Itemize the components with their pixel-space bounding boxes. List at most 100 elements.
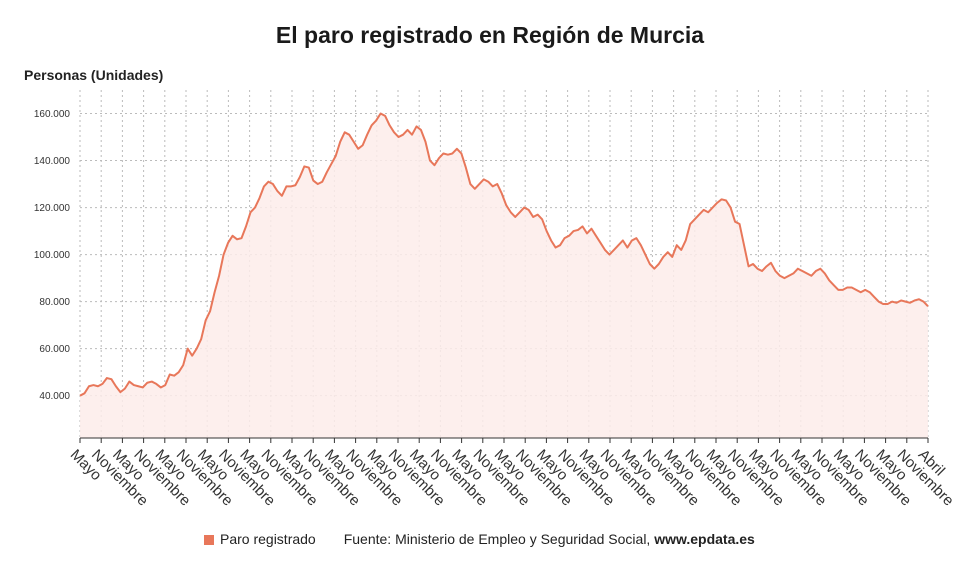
y-tick-label: 80.000: [39, 297, 70, 308]
data-point: [909, 302, 911, 304]
data-point: [873, 296, 875, 298]
data-point: [505, 204, 507, 206]
data-point: [254, 207, 256, 209]
data-point: [420, 129, 422, 131]
data-point: [232, 235, 234, 237]
data-point: [752, 263, 754, 265]
data-point: [546, 230, 548, 232]
data-point: [743, 244, 745, 246]
series-line-paro-registrado: [79, 112, 929, 397]
data-point: [353, 141, 355, 143]
data-point: [653, 268, 655, 270]
data-point: [918, 298, 920, 300]
data-point: [424, 141, 426, 143]
data-point: [375, 120, 377, 122]
data-point: [380, 113, 382, 115]
data-point: [573, 230, 575, 232]
data-point: [694, 218, 696, 220]
data-point: [429, 160, 431, 162]
data-point: [223, 254, 225, 256]
data-point: [312, 180, 314, 182]
legend-swatch: [204, 535, 214, 545]
data-point: [631, 239, 633, 241]
data-point: [761, 270, 763, 272]
y-tick-label: 160.000: [34, 109, 71, 120]
source-domain: www.epdata.es: [654, 531, 755, 547]
data-point: [774, 270, 776, 272]
data-point: [326, 171, 328, 173]
data-point: [801, 270, 803, 272]
data-point: [797, 268, 799, 270]
data-point: [550, 239, 552, 241]
data-point: [178, 371, 180, 373]
data-point: [586, 232, 588, 234]
data-point: [303, 165, 305, 167]
data-point: [514, 216, 516, 218]
data-point: [433, 164, 435, 166]
data-point: [721, 198, 723, 200]
data-point: [227, 242, 229, 244]
data-point: [568, 235, 570, 237]
data-point: [187, 348, 189, 350]
data-point: [250, 211, 252, 213]
data-point: [155, 383, 157, 385]
y-axis-label: Personas (Unidades): [24, 67, 164, 83]
data-point: [267, 181, 269, 183]
data-point: [757, 268, 759, 270]
data-point: [407, 129, 409, 131]
data-point: [837, 289, 839, 291]
data-point: [79, 395, 81, 397]
data-point: [124, 388, 126, 390]
data-point: [537, 214, 539, 216]
data-point: [402, 134, 404, 136]
data-point: [281, 195, 283, 197]
data-point: [833, 284, 835, 286]
data-point: [680, 249, 682, 251]
data-point: [344, 131, 346, 133]
data-point: [133, 384, 135, 386]
data-point: [703, 209, 705, 211]
data-point: [613, 249, 615, 251]
data-point: [698, 214, 700, 216]
data-point: [815, 270, 817, 272]
data-point: [393, 131, 395, 133]
data-point: [469, 183, 471, 185]
series-area-paro-registrado: [80, 113, 928, 438]
data-point: [196, 348, 198, 350]
data-point: [272, 183, 274, 185]
data-point: [151, 381, 153, 383]
data-point: [442, 152, 444, 154]
data-point: [622, 239, 624, 241]
data-point: [308, 167, 310, 169]
data-point: [128, 381, 130, 383]
data-point: [101, 383, 103, 385]
data-point: [896, 302, 898, 304]
data-point: [604, 249, 606, 251]
data-point: [671, 256, 673, 258]
data-point: [712, 207, 714, 209]
data-point: [492, 185, 494, 187]
data-point: [258, 197, 260, 199]
data-point: [788, 275, 790, 277]
data-point: [582, 225, 584, 227]
data-point: [438, 157, 440, 159]
data-point: [559, 244, 561, 246]
data-point: [263, 185, 265, 187]
data-point: [339, 141, 341, 143]
data-point: [882, 303, 884, 305]
data-point: [810, 275, 812, 277]
source-note: Fuente: Ministerio de Empleo y Seguridad…: [343, 531, 655, 547]
data-point: [846, 287, 848, 289]
data-point: [900, 299, 902, 301]
data-point: [577, 229, 579, 231]
data-point: [923, 301, 925, 303]
data-point: [564, 237, 566, 239]
legend-series-label: Paro registrado: [220, 531, 316, 547]
data-point: [83, 392, 85, 394]
data-point: [667, 251, 669, 253]
data-point: [357, 148, 359, 150]
data-point: [864, 289, 866, 291]
data-point: [276, 190, 278, 192]
data-point: [294, 184, 296, 186]
